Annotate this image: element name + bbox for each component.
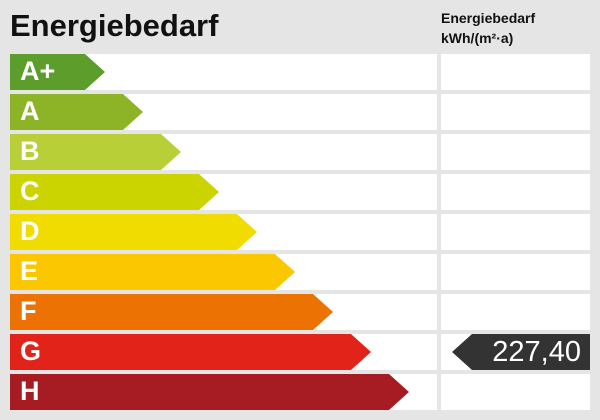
class-label: G — [20, 336, 42, 366]
class-label: E — [20, 256, 39, 286]
class-row: A+ — [10, 54, 437, 90]
class-arrow-a: A — [10, 94, 143, 130]
value-cell — [441, 174, 590, 210]
column-header: Energiebedarf kWh/(m²·a) — [441, 8, 535, 48]
class-row: H — [10, 374, 437, 410]
class-row: E — [10, 254, 437, 290]
class-label: A — [20, 96, 40, 126]
class-label: B — [20, 136, 40, 166]
class-row: A — [10, 94, 437, 130]
class-arrow-g: G — [10, 334, 371, 370]
energy-value: 227,40 — [492, 336, 581, 368]
class-row: G — [10, 334, 437, 370]
value-cell — [441, 54, 590, 90]
page-title: Energiebedarf — [10, 8, 219, 43]
class-arrow-c: C — [10, 174, 219, 210]
class-arrow-h: H — [10, 374, 409, 410]
column-header-title: Energiebedarf — [441, 10, 536, 26]
class-arrow-b: B — [10, 134, 181, 170]
value-cell — [441, 254, 590, 290]
class-label: F — [20, 296, 37, 326]
class-row: C — [10, 174, 437, 210]
value-cell — [441, 94, 590, 130]
class-row: F — [10, 294, 437, 330]
class-row: D — [10, 214, 437, 250]
column-header-unit: kWh/(m²·a) — [441, 30, 514, 46]
class-label: H — [20, 376, 40, 406]
class-label: D — [20, 216, 40, 246]
class-arrow-f: F — [10, 294, 333, 330]
class-arrow-a-plus: A+ — [10, 54, 105, 90]
value-cell — [441, 374, 590, 410]
value-cell — [441, 214, 590, 250]
class-arrow-e: E — [10, 254, 295, 290]
class-row: B — [10, 134, 437, 170]
value-marker: 227,40 — [452, 334, 590, 370]
value-cell — [441, 134, 590, 170]
class-label: C — [20, 176, 40, 206]
value-cell — [441, 294, 590, 330]
class-label: A+ — [20, 56, 56, 86]
class-arrow-d: D — [10, 214, 257, 250]
